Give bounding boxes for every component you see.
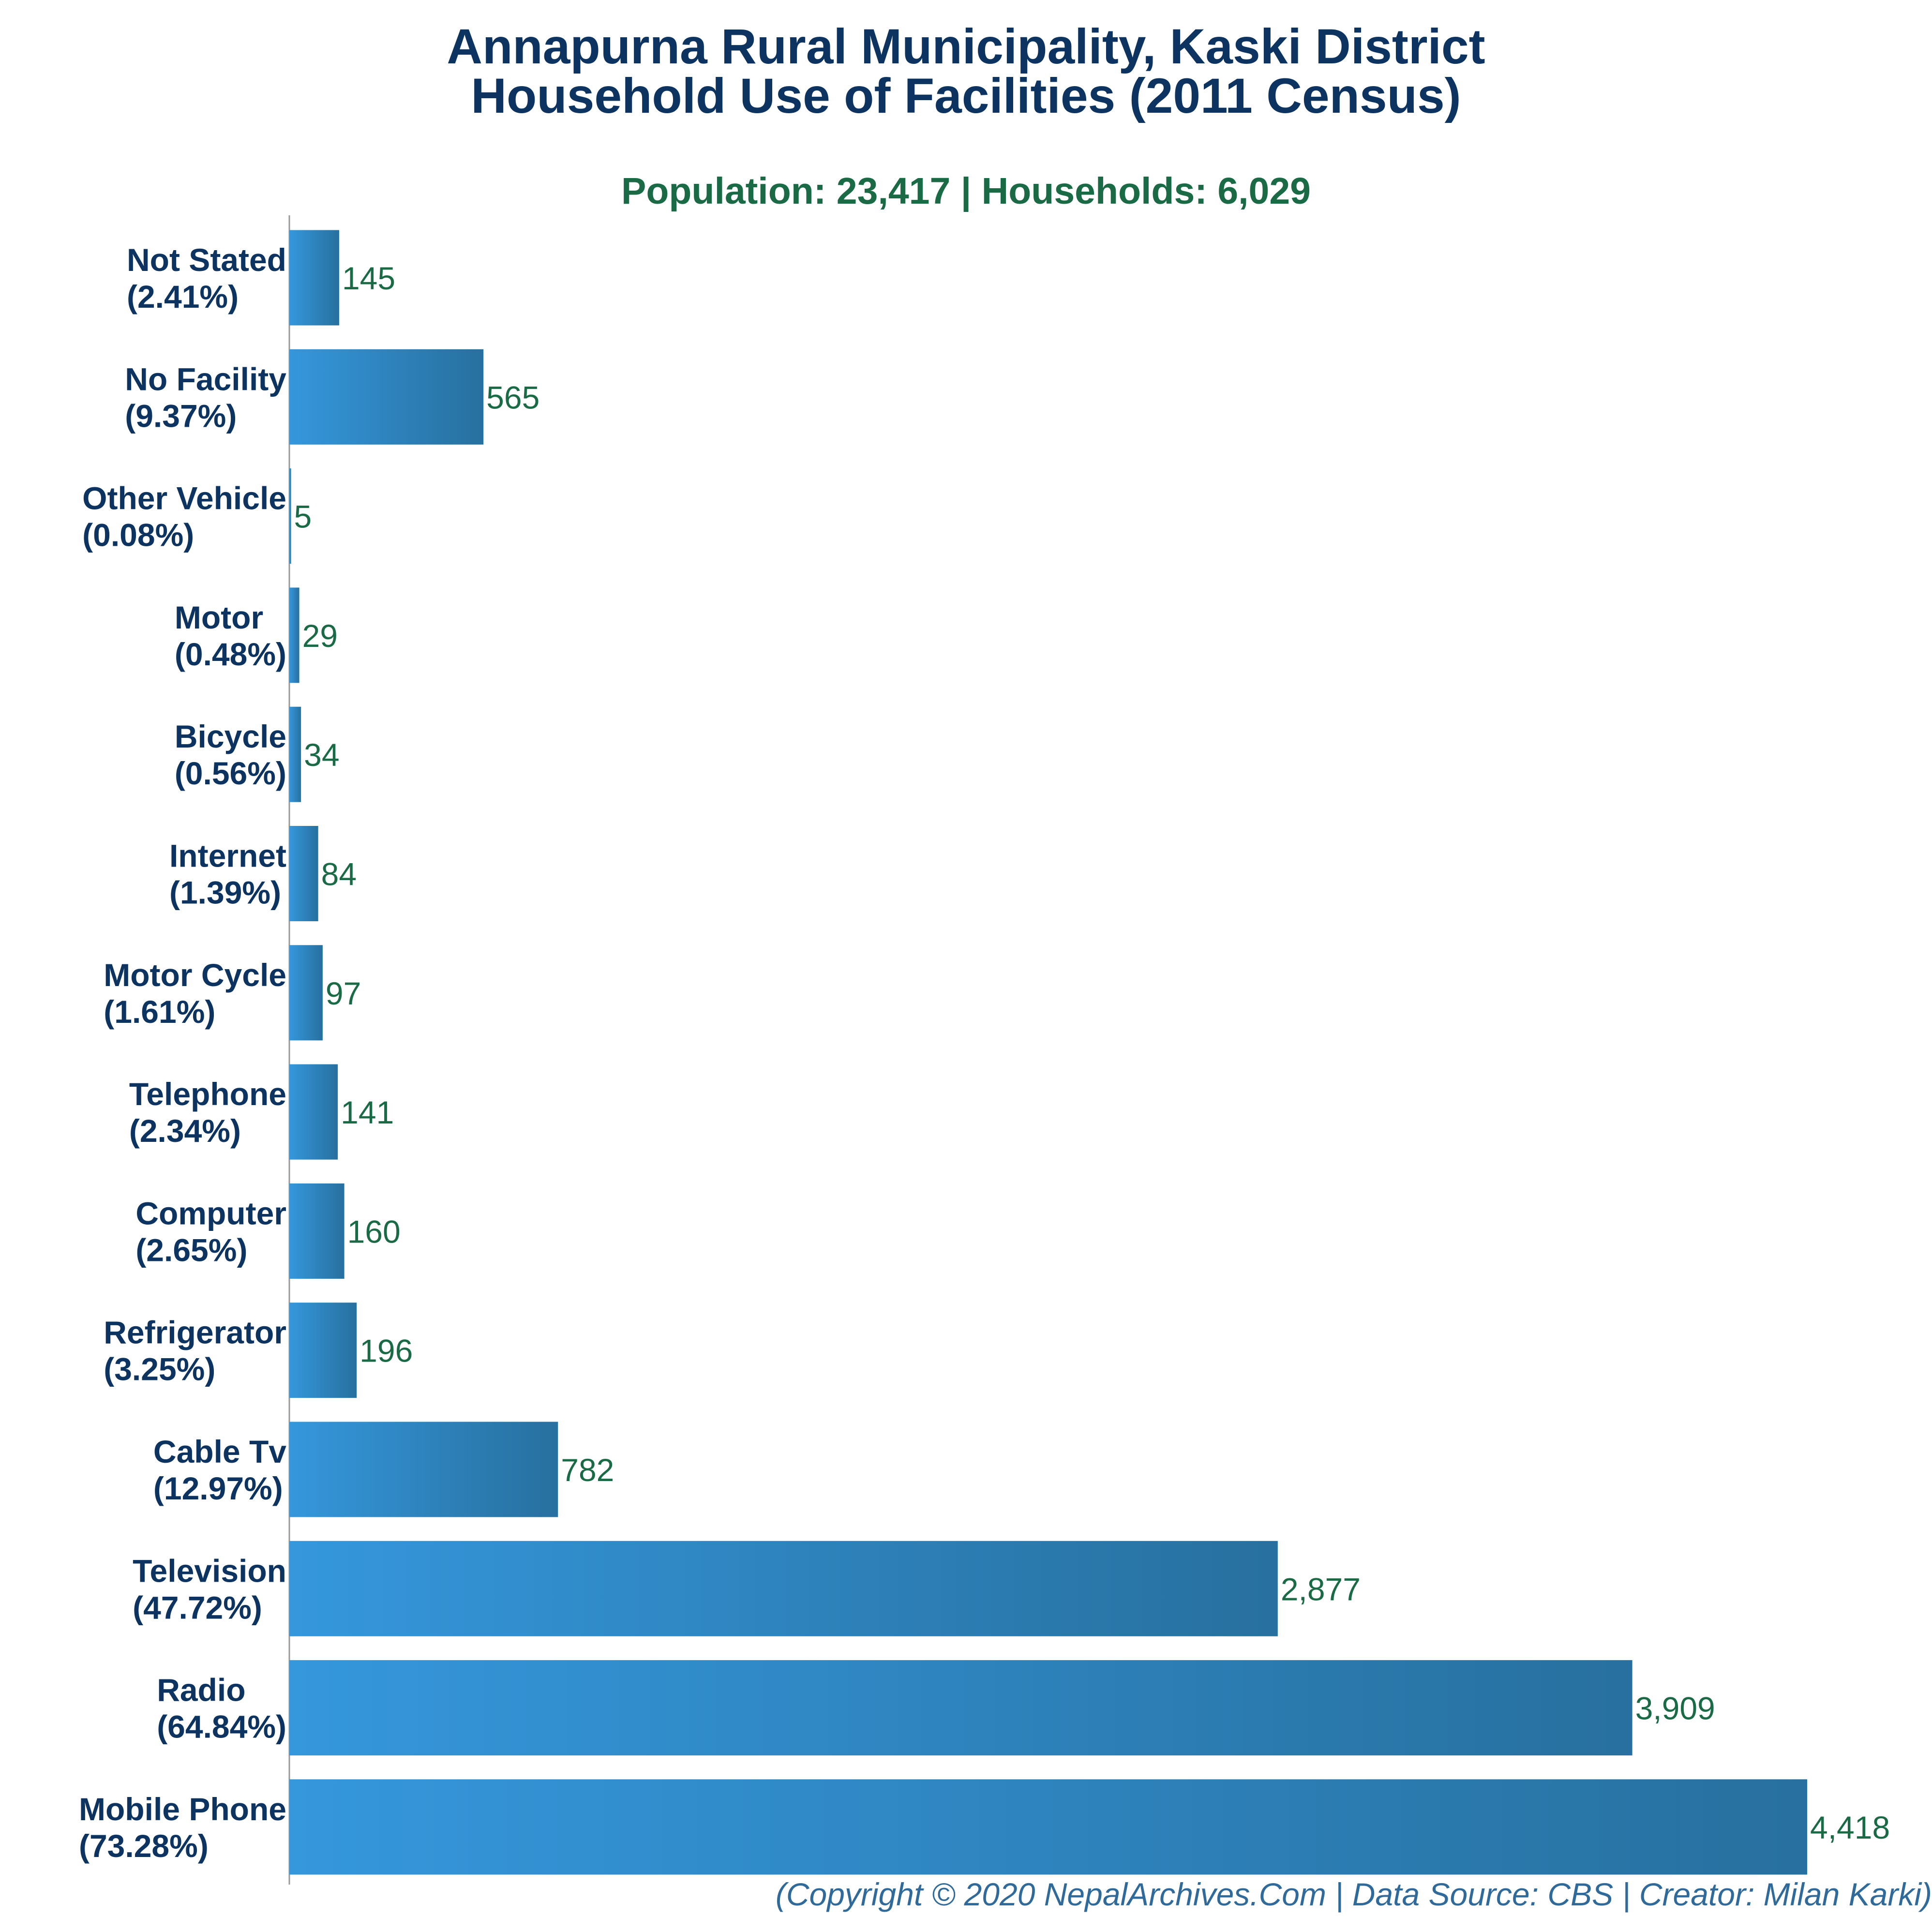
category-label-motor-cycle: Motor Cycle: [104, 957, 286, 993]
category-label-telephone: Telephone: [129, 1076, 286, 1112]
value-label-computer: 160: [347, 1213, 401, 1249]
bar-television: [289, 1541, 1278, 1636]
category-percent-refrigerator: (3.25%): [104, 1351, 215, 1387]
value-label-refrigerator: 196: [359, 1333, 413, 1369]
category-label-mobile-phone: Mobile Phone: [79, 1791, 286, 1827]
category-percent-mobile-phone: (73.28%): [79, 1828, 209, 1864]
bar-motor-cycle: [289, 945, 323, 1041]
value-label-motor: 29: [302, 618, 338, 654]
category-percent-radio: (64.84%): [157, 1709, 286, 1745]
chart-footer-credits: (Copyright © 2020 NepalArchives.Com | Da…: [775, 1876, 1932, 1912]
category-label-bicycle: Bicycle: [175, 719, 286, 754]
category-label-refrigerator: Refrigerator: [104, 1315, 286, 1350]
bar-other-vehicle: [289, 468, 291, 564]
category-label-cable-tv: Cable Tv: [153, 1434, 286, 1469]
category-percent-television: (47.72%): [133, 1589, 262, 1625]
value-label-telephone: 141: [341, 1094, 394, 1130]
bar-not-stated: [289, 230, 339, 326]
category-label-radio: Radio: [157, 1672, 245, 1708]
category-percent-cable-tv: (12.97%): [153, 1470, 283, 1506]
bar-no-facility: [289, 349, 484, 445]
category-percent-other-vehicle: (0.08%): [82, 517, 194, 553]
bar-cable-tv: [289, 1422, 558, 1517]
bar-radio: [289, 1660, 1632, 1756]
bar-bicycle: [289, 706, 301, 802]
bar-internet: [289, 826, 318, 921]
category-label-television: Television: [133, 1553, 286, 1588]
category-percent-computer: (2.65%): [135, 1232, 247, 1268]
category-label-motor: Motor: [175, 599, 263, 635]
bar-mobile-phone: [289, 1779, 1807, 1875]
value-label-no-facility: 565: [486, 379, 539, 415]
category-percent-motor-cycle: (1.61%): [104, 994, 215, 1030]
category-percent-no-facility: (9.37%): [125, 398, 237, 434]
category-label-other-vehicle: Other Vehicle: [82, 480, 286, 516]
value-label-not-stated: 145: [342, 260, 395, 296]
value-label-radio: 3,909: [1635, 1691, 1715, 1726]
category-label-no-facility: No Facility: [125, 361, 286, 397]
value-label-other-vehicle: 5: [294, 499, 312, 535]
category-percent-telephone: (2.34%): [129, 1113, 241, 1149]
category-label-not-stated: Not Stated: [127, 242, 286, 278]
bar-computer: [289, 1183, 344, 1279]
bar-motor: [289, 587, 300, 683]
category-percent-not-stated: (2.41%): [127, 279, 239, 315]
value-label-mobile-phone: 4,418: [1810, 1810, 1890, 1845]
chart-title-line-1: Annapurna Rural Municipality, Kaski Dist…: [447, 19, 1485, 74]
category-percent-internet: (1.39%): [169, 875, 281, 911]
category-label-computer: Computer: [135, 1195, 286, 1231]
value-label-television: 2,877: [1281, 1571, 1361, 1607]
bar-refrigerator: [289, 1303, 357, 1398]
chart-subtitle: Population: 23,417 | Households: 6,029: [621, 170, 1311, 212]
value-label-motor-cycle: 97: [326, 975, 361, 1011]
value-label-cable-tv: 782: [561, 1452, 614, 1488]
value-label-internet: 84: [321, 856, 357, 892]
value-label-bicycle: 34: [304, 737, 339, 773]
bars-group: 145 Not Stated(2.41%) 565 No Facility(9.37%…: [79, 230, 1890, 1875]
category-label-internet: Internet: [169, 838, 286, 874]
category-percent-motor: (0.48%): [175, 636, 286, 672]
chart-title-line-2: Household Use of Facilities (2011 Census…: [471, 68, 1461, 123]
category-percent-bicycle: (0.56%): [175, 755, 286, 791]
bar-telephone: [289, 1064, 338, 1160]
